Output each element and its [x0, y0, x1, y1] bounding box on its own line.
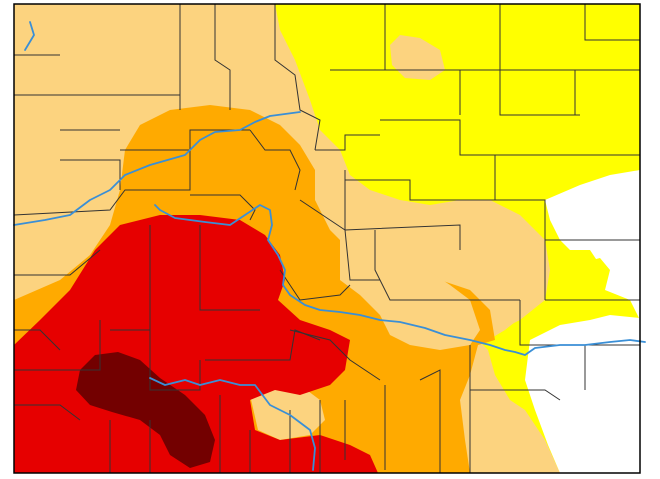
state-border [13, 3, 641, 474]
drought-areas [14, 4, 640, 473]
river-yampa [13, 111, 301, 226]
river-gunnison [149, 377, 316, 471]
d4-region-southwest [76, 352, 215, 468]
county-boundaries [13, 4, 640, 473]
river-colorado [154, 204, 646, 356]
river-line-icon [13, 21, 646, 471]
d0-region-east-patch [565, 258, 610, 300]
no-drought-region-east [545, 170, 640, 320]
river-north-platte [24, 21, 35, 51]
d1-region-east-central [380, 200, 545, 345]
no-drought-region-southeast [525, 315, 640, 473]
d1-region-north [390, 35, 445, 80]
